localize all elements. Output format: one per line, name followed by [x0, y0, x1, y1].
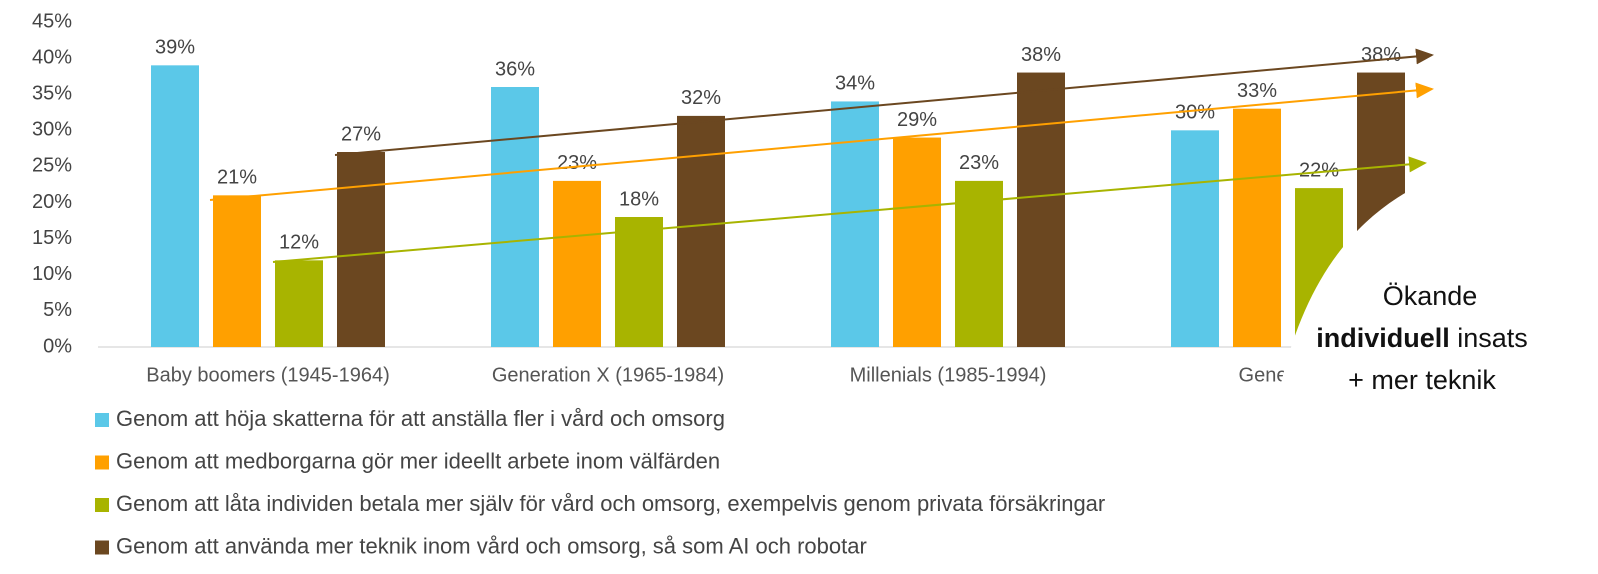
y-tick-label: 10%: [32, 263, 72, 285]
data-label: 34%: [835, 73, 875, 95]
data-label: 38%: [1361, 44, 1401, 66]
data-label: 23%: [557, 152, 597, 174]
legend-label: Genom att medborgarna gör mer ideellt ar…: [116, 448, 720, 473]
trend-arrow: [209, 82, 1434, 201]
data-label: 27%: [341, 123, 381, 145]
legend-swatch: [95, 540, 109, 555]
bar: [893, 137, 941, 347]
data-label: 18%: [619, 188, 659, 210]
y-tick-label: 30%: [32, 119, 72, 141]
annotation: insats: [1457, 323, 1528, 353]
bar: [553, 180, 601, 347]
bar: [151, 65, 199, 347]
y-tick-label: 35%: [32, 83, 72, 105]
legend-swatch: [95, 455, 109, 470]
plot: 0% 5% 10% 15% 20% 25% 30% 35% 40% 45% Baby boomers…: [32, 10, 1458, 558]
bar: [677, 115, 725, 347]
trend-arrow: [334, 48, 1434, 156]
bar: [1233, 108, 1281, 348]
data-label: 30%: [1175, 102, 1215, 124]
y-tick-label: 15%: [32, 227, 72, 249]
y-tick-label: 25%: [32, 155, 72, 177]
data-label: 12%: [279, 232, 319, 254]
data-label: 29%: [897, 109, 937, 131]
data-label: 23%: [959, 152, 999, 174]
bar: [491, 87, 539, 347]
bar: [615, 217, 663, 347]
trend-arrow: [272, 156, 1427, 263]
data-label: 21%: [217, 167, 257, 189]
annotation-bold: individuell: [1316, 323, 1450, 353]
legend-label: Genom att låta individen betala mer själ…: [116, 491, 1105, 516]
y-tick-label: 5%: [43, 299, 72, 321]
legend-label: Genom att använda mer teknik inom vård o…: [116, 533, 867, 558]
x-tick-label: Millenials (1985-1994): [850, 364, 1047, 386]
data-label: 22%: [1299, 159, 1339, 181]
data-label: 32%: [681, 87, 721, 109]
y-tick-label: 45%: [32, 10, 72, 32]
bar: [337, 152, 385, 347]
y-tick-label: 0%: [43, 335, 72, 357]
bar: [213, 195, 261, 347]
overlay-shape: [1262, 172, 1598, 574]
data-label: 33%: [1237, 80, 1277, 102]
y-tick-label: 20%: [32, 191, 72, 213]
bar: [1017, 72, 1065, 348]
bar: [275, 260, 323, 347]
legend-swatch: [95, 413, 109, 427]
bar: [1171, 130, 1219, 347]
legend-label: Genom att höja skatterna för att anställ…: [116, 406, 725, 431]
data-label: 38%: [1021, 44, 1061, 66]
data-label: 39%: [155, 37, 195, 59]
x-tick-label: Baby boomers (1945-1964): [146, 364, 389, 386]
data-label: 36%: [495, 58, 535, 80]
x-tick-label: Generation X (1965-1984): [492, 364, 724, 386]
y-tick-label: 40%: [32, 46, 72, 68]
annotation: individuell insats: [1316, 323, 1528, 353]
annotation: Ökande: [1383, 281, 1478, 311]
annotation: + mer teknik: [1348, 365, 1496, 395]
bar: [831, 101, 879, 347]
bar: [955, 180, 1003, 347]
legend-swatch: [95, 498, 109, 512]
